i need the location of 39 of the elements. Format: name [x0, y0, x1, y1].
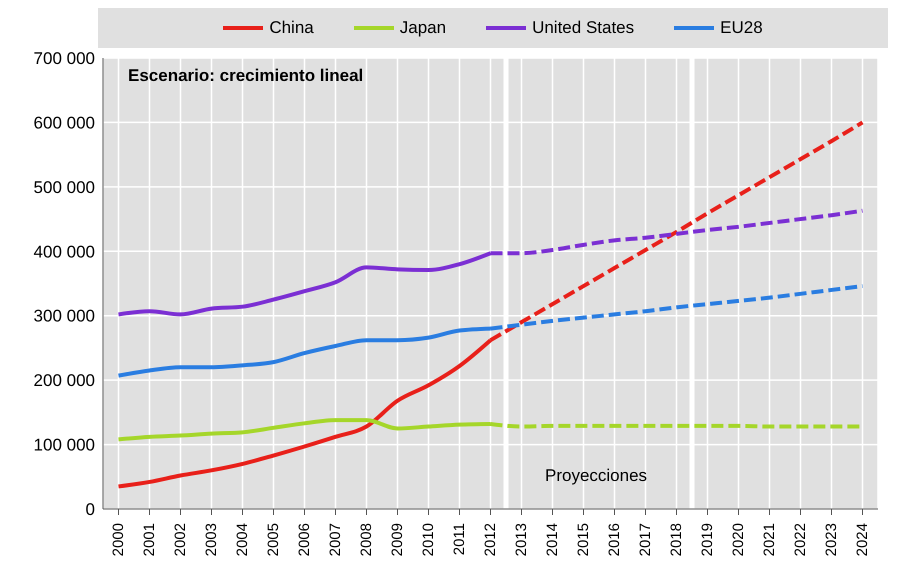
y-tick-label: 600 000	[34, 113, 95, 132]
x-tick-label: 2015	[575, 523, 592, 556]
legend-label: China	[269, 18, 314, 38]
x-tick-label: 2020	[730, 523, 747, 556]
x-tick-label: 2004	[234, 523, 251, 556]
x-tick-label: 2012	[482, 523, 499, 556]
x-tick-label: 2003	[203, 523, 220, 556]
y-tick-label: 200 000	[34, 371, 95, 390]
y-tick-label: 500 000	[34, 178, 95, 197]
y-tick-label: 100 000	[34, 436, 95, 455]
legend-label: EU28	[720, 18, 763, 38]
x-tick-label: 2010	[420, 523, 437, 556]
x-tick-label: 2002	[172, 523, 189, 556]
x-tick-label: 2023	[823, 523, 840, 556]
x-tick-label: 2022	[792, 523, 809, 556]
x-tick-label: 2005	[265, 523, 282, 556]
annotation: Proyecciones	[545, 466, 648, 486]
y-tick-label: 0	[86, 500, 95, 520]
x-tick-label: 2018	[668, 523, 685, 556]
x-tick-label: 2024	[854, 523, 871, 556]
x-tick-label: 2019	[699, 523, 716, 556]
x-tick-label: 2021	[761, 523, 778, 556]
y-tick-label: 300 000	[34, 306, 95, 326]
x-tick-label: 2011	[451, 523, 468, 556]
x-tick-label: 2016	[606, 523, 623, 556]
x-tick-label: 2017	[637, 523, 654, 556]
x-tick-label: 2007	[327, 523, 344, 556]
annotation: Escenario: crecimiento lineal	[128, 66, 364, 86]
legend-label: United States	[532, 18, 634, 38]
x-tick-label: 2013	[513, 523, 530, 556]
x-tick-label: 2014	[544, 523, 561, 556]
y-tick-label: 700 000	[34, 49, 95, 68]
x-tick-label: 2000	[110, 523, 127, 556]
y-tick-label: 400 000	[34, 242, 95, 262]
x-tick-label: 2006	[296, 523, 313, 556]
legend-label: Japan	[400, 18, 446, 38]
x-tick-label: 2008	[358, 523, 375, 556]
x-tick-label: 2009	[389, 523, 406, 556]
x-tick-label: 2001	[141, 523, 158, 556]
